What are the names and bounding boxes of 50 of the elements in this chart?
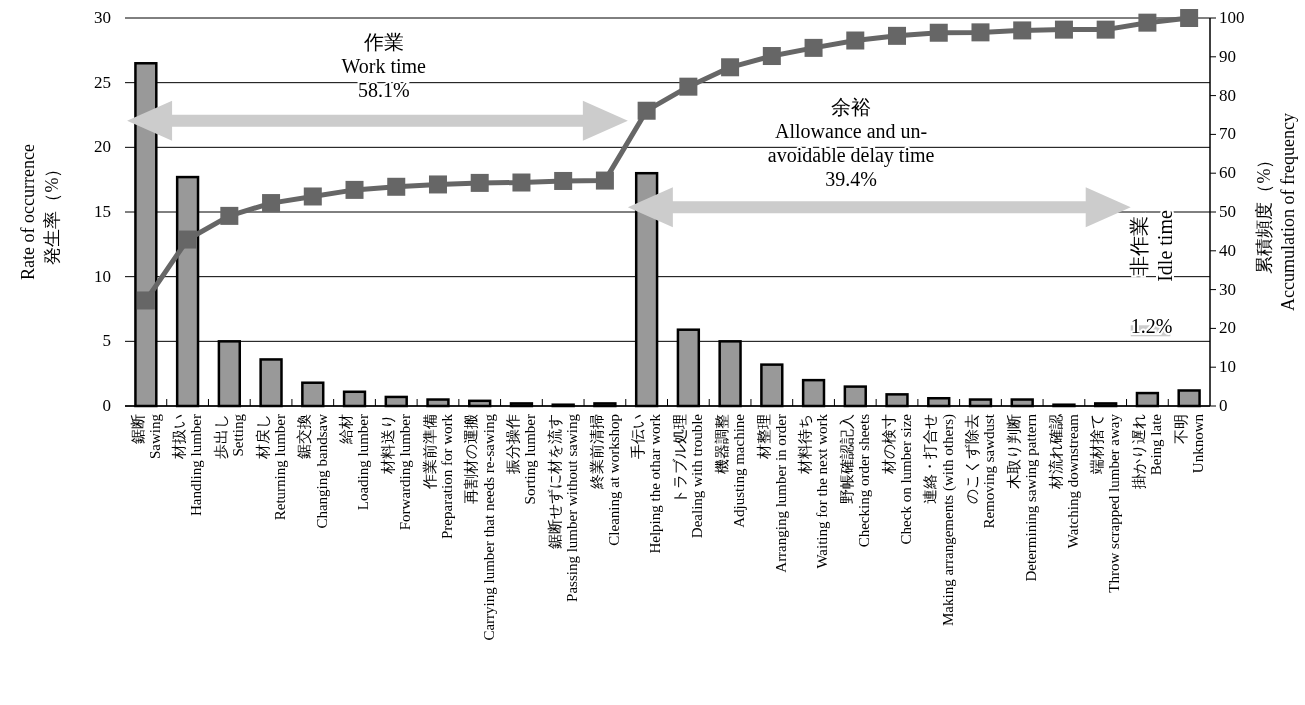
y-tick-label: 30 bbox=[94, 8, 111, 27]
x-tick-label: 材の検寸 Check on lumber size bbox=[880, 413, 914, 545]
x-tick-label: 鋸交換 Changing bandsaw bbox=[296, 413, 330, 529]
x-tick-label: 連絡・打合せ Making arrangements (with others) bbox=[922, 414, 957, 627]
x-tick-label: 歩出し Setting bbox=[213, 413, 247, 459]
y2-tick-label: 50 bbox=[1219, 202, 1236, 221]
y2-tick-label: 0 bbox=[1219, 396, 1228, 415]
x-tick-label: 材料送り Forwarding lumber bbox=[379, 414, 414, 531]
annotation: 余裕 Allowance and un- avoidable delay time 39.4% bbox=[767, 96, 935, 190]
y2-tick-label: 10 bbox=[1219, 357, 1236, 377]
y-tick-label: 0 bbox=[102, 396, 111, 415]
x-tick-label: 機器調整 Adjusting machine bbox=[713, 413, 747, 528]
y-tick-label: 20 bbox=[94, 137, 111, 157]
y2-tick-label: 20 bbox=[1219, 318, 1236, 338]
y2-tick-label: 40 bbox=[1219, 240, 1236, 260]
x-tick-label: 材料待ち Waiting for the next work bbox=[797, 413, 831, 569]
y2-tick-label: 70 bbox=[1219, 124, 1236, 144]
x-tick-label: 終業前清掃 Cleaning at workshop bbox=[588, 414, 622, 546]
x-tick-label: 掛かり遅れ Being late bbox=[1131, 413, 1165, 489]
annotation: 作業 Work time 58.1% bbox=[341, 31, 427, 101]
x-tick-label: 野帳確認記入 Checking order sheets bbox=[838, 413, 873, 548]
y-tick-label: 5 bbox=[102, 331, 111, 351]
x-tick-label: 再割材の運搬 Carrying lumber that needs re-sawing bbox=[463, 413, 497, 641]
x-tick-label: 鋸断 Sawing bbox=[129, 413, 163, 459]
y2-tick-label: 60 bbox=[1219, 163, 1236, 183]
x-tick-label: 材戻し Returning lumber bbox=[254, 414, 288, 521]
x-tick-label: 振分操作 Sorting lumber bbox=[505, 414, 539, 505]
x-tick-label: 端材捨て Throw scrapped lumber away bbox=[1089, 413, 1123, 593]
x-tick-label: 木取り判断 Determining sawing pattern bbox=[1005, 413, 1040, 582]
y-tick-label: 15 bbox=[94, 202, 111, 221]
x-tick-label: 材整理 Arranging lumber in order bbox=[755, 414, 789, 573]
y-axis-title: Rate of occurrence 発生率（%） bbox=[18, 144, 63, 280]
x-tick-label: 手伝い Helping the othar work bbox=[630, 413, 664, 554]
x-tick-label: のこくず除去 Removing sawdust bbox=[964, 413, 998, 529]
annotation: 1.2% bbox=[1130, 315, 1173, 337]
y-tick-label: 10 bbox=[94, 266, 111, 286]
annotation: 非作業 Idle time bbox=[1127, 210, 1176, 282]
y2-tick-label: 90 bbox=[1219, 46, 1236, 66]
y2-tick-label: 100 bbox=[1219, 8, 1245, 27]
x-tick-label: 材扱い Handling lumber bbox=[171, 414, 205, 517]
x-tick-label: 作業前準備 Preparation for work bbox=[421, 413, 455, 539]
y2-tick-label: 80 bbox=[1219, 85, 1236, 105]
x-tick-label: トラブル処理 Dealing with trouble bbox=[672, 413, 706, 539]
x-tick-label: 不明 Unknown bbox=[1172, 413, 1206, 474]
x-tick-label: 給材 Loading lumber bbox=[338, 414, 372, 511]
x-tick-label: 材流れ確認 Watching downstream bbox=[1047, 413, 1081, 549]
y2-tick-label: 30 bbox=[1219, 279, 1236, 299]
y2-axis-title: 累積頻度（%） Accumulation of frequency bbox=[1254, 113, 1299, 311]
x-tick-label: 鋸断せずに材を流す Passing lumber without sawing bbox=[546, 413, 580, 602]
y-tick-label: 25 bbox=[94, 72, 111, 92]
